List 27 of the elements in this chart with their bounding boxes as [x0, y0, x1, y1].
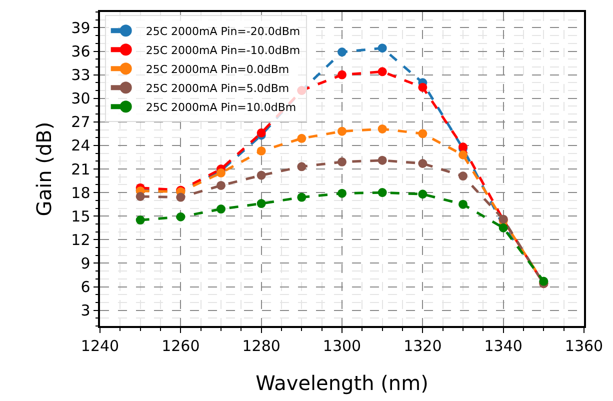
y-tick-label: 39: [71, 18, 90, 37]
y-tick-label: 12: [71, 230, 90, 249]
legend-label: 25C 2000mA Pin=5.0dBm: [146, 82, 290, 95]
y-tick-label: 18: [71, 184, 90, 202]
x-axis-title: Wavelength (nm): [256, 370, 428, 395]
y-tick-label: 15: [71, 207, 90, 226]
x-tick-label: 1280: [242, 336, 280, 355]
x-tick-label: 1320: [404, 336, 442, 355]
legend-label: 25C 2000mA Pin=10.0dBm: [146, 100, 296, 114]
y-tick-label: 30: [71, 90, 90, 108]
legend-label: 25C 2000mA Pin=-10.0dBm: [146, 44, 300, 57]
y-tick-label: 24: [71, 136, 90, 155]
y-axis-title: Gain (dB): [32, 122, 56, 216]
legend-label: 25C 2000mA Pin=0.0dBm: [146, 62, 290, 76]
y-tick-label: 33: [71, 66, 90, 84]
x-tick-label: 1340: [484, 336, 522, 355]
y-tick-label: 21: [71, 160, 90, 178]
y-tick-label: 36: [71, 42, 90, 60]
y-tick-label: 6: [80, 278, 90, 296]
y-tick-label: 27: [71, 113, 90, 132]
y-tick-label: 9: [80, 254, 90, 272]
legend-label: 25C 2000mA Pin=-20.0dBm: [146, 24, 300, 38]
y-tick-label: 3: [80, 302, 90, 320]
x-tick-label: 1240: [80, 336, 120, 355]
x-tick-label: 1360: [564, 336, 604, 355]
x-tick-label: 1260: [162, 336, 200, 355]
x-tick-label: 1300: [322, 336, 362, 355]
